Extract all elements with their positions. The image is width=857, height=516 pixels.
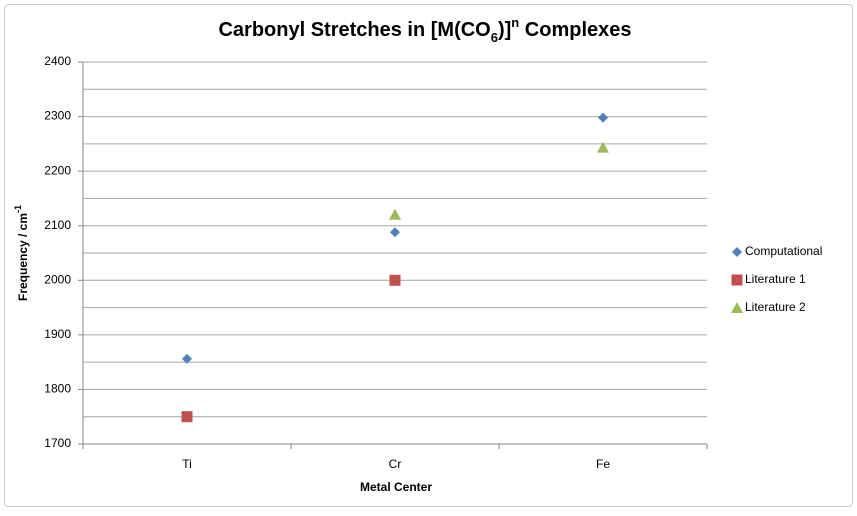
x-tick-label: Cr	[389, 457, 402, 471]
title-superscript: n	[511, 15, 519, 30]
y-label-superscript: -1	[13, 205, 23, 213]
legend-label: Literature 1	[745, 272, 806, 286]
data-point	[598, 112, 608, 123]
y-tick-label: 1900	[44, 327, 71, 341]
title-part: Carbonyl Stretches in [M(CO	[218, 19, 490, 41]
y-tick-label: 1800	[44, 382, 71, 396]
legend-label: Literature 2	[745, 300, 806, 314]
x-tick-label: Ti	[182, 457, 192, 471]
data-point	[181, 411, 193, 423]
legend-label: Computational	[745, 244, 822, 258]
y-axis-label: Frequency / cm-1	[13, 205, 30, 301]
title-part: )]	[498, 19, 511, 41]
legend-marker	[731, 302, 743, 313]
data-point	[182, 353, 192, 364]
legend-marker	[731, 274, 743, 286]
title-part: Complexes	[519, 19, 631, 41]
data-point	[389, 274, 401, 286]
chart-border	[4, 4, 853, 507]
y-tick-label: 2100	[44, 218, 71, 232]
x-tick-label: Fe	[596, 457, 610, 471]
y-tick-label: 2400	[44, 54, 71, 68]
data-point	[597, 141, 609, 153]
data-point	[389, 208, 401, 220]
data-point	[390, 227, 400, 238]
y-tick-label: 1700	[44, 436, 71, 450]
title-subscript: 6	[491, 30, 498, 45]
x-axis-label: Metal Center	[360, 480, 432, 494]
y-tick-label: 2200	[44, 163, 71, 177]
legend-marker	[732, 247, 742, 257]
y-tick-label: 2300	[44, 109, 71, 123]
y-tick-label: 2000	[44, 272, 71, 286]
chart-title: Carbonyl Stretches in [M(CO6)]n Complexe…	[218, 15, 631, 45]
y-label-part: Frequency / cm	[16, 213, 30, 301]
